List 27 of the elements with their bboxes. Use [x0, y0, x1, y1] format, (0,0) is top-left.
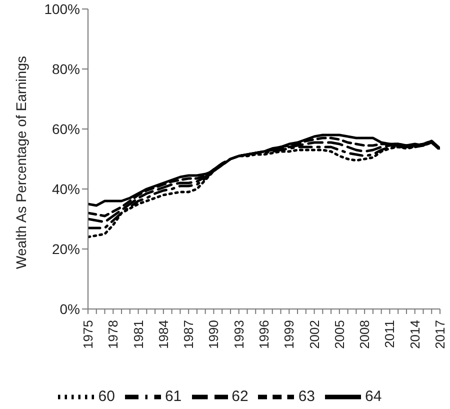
y-tick-label: 60% — [52, 120, 80, 137]
x-tick-label: 2002 — [306, 320, 322, 349]
x-tick-label: 2005 — [332, 320, 347, 349]
y-axis-title: Wealth As Percentage of Earnings — [12, 56, 29, 269]
x-tick-label: 1993 — [231, 320, 246, 349]
x-tick-label: 1975 — [80, 320, 96, 349]
y-tick-label: 40% — [52, 180, 80, 197]
y-tick-label: 80% — [52, 60, 80, 77]
x-tick-label: 1981 — [130, 320, 146, 349]
x-tick-label: 1996 — [256, 320, 272, 349]
x-tick-label: 2014 — [407, 320, 422, 349]
x-tick-label: 1999 — [282, 320, 297, 349]
x-tick-label: 2011 — [382, 320, 398, 348]
x-tick-label: 1978 — [106, 320, 121, 349]
x-tick-label: 2017 — [432, 320, 448, 349]
y-tick-label: 20% — [52, 240, 80, 257]
legend-label: 62 — [232, 388, 248, 405]
x-tick-label: 1990 — [206, 320, 222, 349]
legend-label: 63 — [298, 388, 316, 405]
x-tick-label: 2008 — [357, 320, 372, 349]
legend-label: 61 — [164, 388, 182, 405]
legend-label: 64 — [365, 388, 382, 405]
y-tick-label: 0% — [60, 300, 80, 317]
y-tick-label: 100% — [44, 0, 80, 17]
x-tick-label: 1987 — [181, 320, 196, 349]
legend-label: 60 — [98, 388, 115, 405]
x-tick-label: 1984 — [156, 320, 171, 349]
